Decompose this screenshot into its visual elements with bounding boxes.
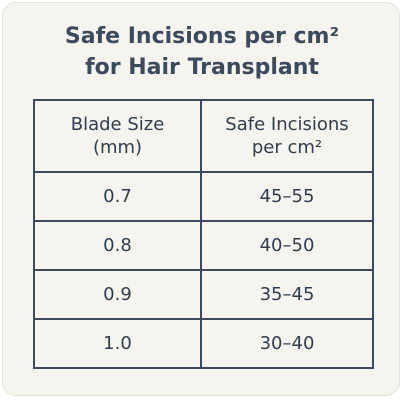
header-row: Blade Size (mm) Safe Incisions per cm²: [33, 99, 374, 173]
table-row: 0.9 35–45: [33, 269, 374, 320]
table: Blade Size (mm) Safe Incisions per cm² 0.…: [33, 99, 374, 369]
table-cell: 0.8: [33, 220, 202, 271]
title: Safe Incisions per cm² for Hair Transplan…: [3, 21, 401, 83]
column-header: Safe Incisions per cm²: [200, 99, 374, 173]
table-row: 1.0 30–40: [33, 318, 374, 369]
table-body: 0.7 45–55 0.8 40–50 0.9 35–45 1.0 30–40: [33, 171, 374, 369]
table-cell: 1.0: [33, 318, 202, 369]
table-cell: 0.7: [33, 171, 202, 222]
title-line: Safe Incisions per cm²: [64, 24, 340, 49]
table-cell: 40–50: [200, 220, 374, 271]
column-header: Blade Size (mm): [33, 99, 202, 173]
card: Safe Incisions per cm² for Hair Transplan…: [2, 2, 400, 396]
table-cell: 35–45: [200, 269, 374, 320]
table-cell: 0.9: [33, 269, 202, 320]
title-line: for Hair Transplant: [85, 55, 319, 80]
table-row: 0.7 45–55: [33, 171, 374, 222]
column-header-text: Blade Size (mm): [70, 114, 165, 158]
table-cell: 45–55: [200, 171, 374, 222]
table-cell: 30–40: [200, 318, 374, 369]
table-row: 0.8 40–50: [33, 220, 374, 271]
column-header-text: Safe Incisions per cm²: [225, 114, 349, 158]
